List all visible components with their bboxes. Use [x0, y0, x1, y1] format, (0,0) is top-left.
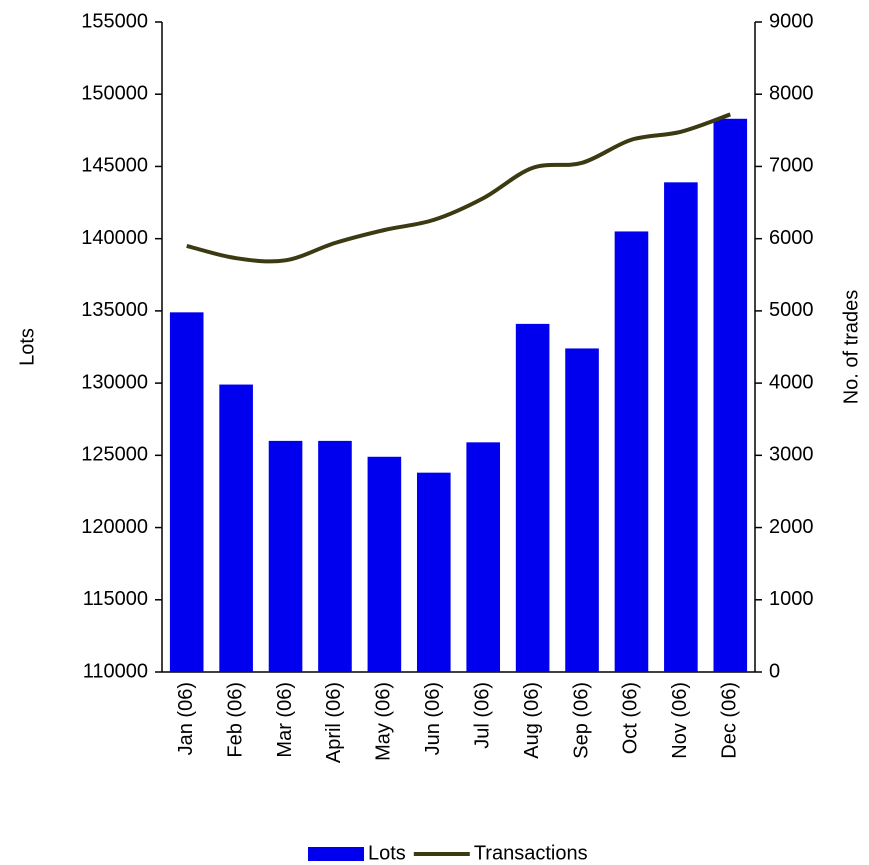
x-tick-label: April (06): [323, 682, 345, 763]
y2-tick-label: 8000: [769, 83, 814, 105]
y2-tick-label: 5000: [769, 299, 814, 321]
x-tick-label: Jul (06): [471, 682, 493, 749]
bar: [713, 118, 748, 673]
bar: [614, 231, 649, 672]
bar: [318, 440, 352, 672]
y-tick-label: 130000: [81, 371, 148, 393]
x-tick-label: May (06): [373, 682, 395, 761]
legend-swatch: [308, 847, 364, 861]
legend-label: Transactions: [474, 842, 588, 864]
x-tick-label: Aug (06): [521, 682, 543, 759]
y2-axis-label: No. of trades: [840, 290, 862, 405]
bar: [219, 384, 253, 672]
y2-tick-label: 7000: [769, 155, 814, 177]
y-tick-label: 115000: [83, 588, 148, 610]
x-tick-label: Feb (06): [224, 682, 246, 758]
y-tick-label: 135000: [81, 299, 148, 321]
y-tick-label: 145000: [81, 155, 148, 177]
bar: [466, 442, 501, 672]
bar: [515, 323, 550, 672]
bar: [664, 182, 698, 673]
y2-tick-label: 0: [769, 660, 780, 682]
x-tick-label: Sep (06): [570, 682, 592, 759]
y-tick-label: 125000: [81, 444, 148, 466]
y2-tick-label: 3000: [769, 444, 814, 466]
bar: [367, 456, 402, 672]
y-axis-label: Lots: [16, 328, 38, 366]
y2-tick-label: 9000: [769, 10, 814, 32]
y-tick-label: 110000: [83, 660, 148, 682]
x-tick-label: Oct (06): [620, 682, 642, 754]
y2-tick-label: 4000: [769, 371, 814, 393]
bar: [169, 312, 204, 672]
x-tick-label: Mar (06): [274, 682, 296, 758]
legend-label: Lots: [368, 842, 406, 864]
x-tick-label: Nov (06): [669, 682, 691, 759]
y2-tick-label: 1000: [769, 588, 814, 610]
y-tick-label: 155000: [81, 10, 148, 32]
x-tick-label: Dec (06): [719, 682, 741, 759]
y-tick-label: 120000: [81, 516, 148, 538]
bar: [565, 348, 599, 672]
x-tick-label: Jan (06): [175, 682, 197, 755]
y-tick-label: 150000: [81, 83, 148, 105]
bar: [416, 472, 451, 672]
y-tick-label: 140000: [81, 227, 148, 249]
y2-tick-label: 6000: [769, 227, 814, 249]
y2-tick-label: 2000: [769, 516, 814, 538]
bar: [268, 440, 303, 672]
x-tick-label: Jun (06): [422, 682, 444, 755]
line: [186, 112, 731, 264]
